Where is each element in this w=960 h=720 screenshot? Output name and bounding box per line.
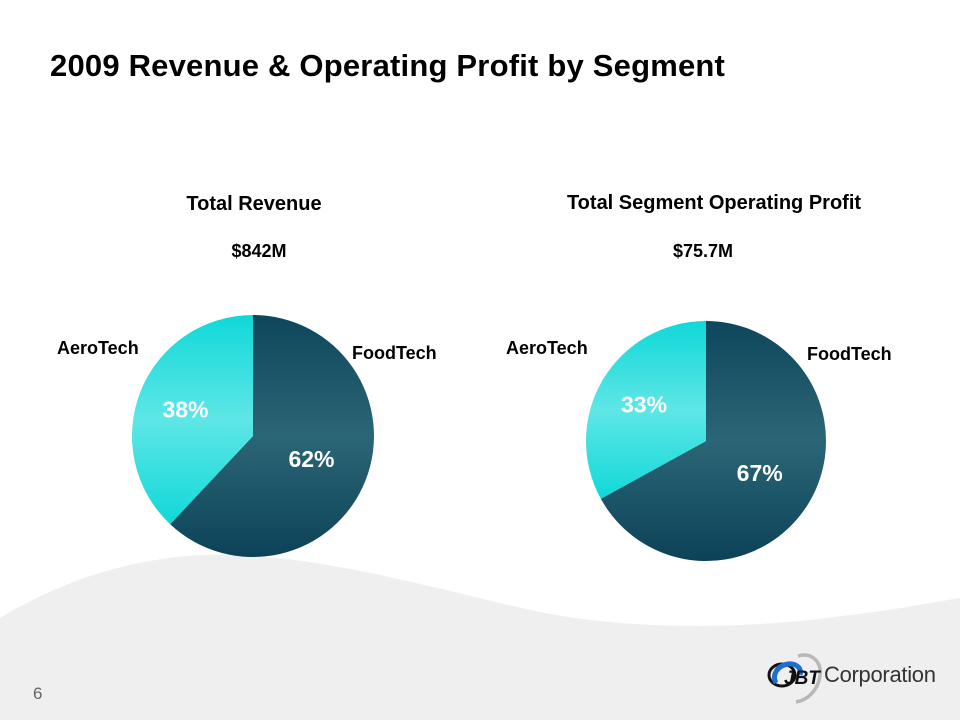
wave-shape <box>0 554 960 720</box>
profit-legend-aerotech: AeroTech <box>506 338 588 358</box>
company-logo: JBT Corporation <box>762 648 942 706</box>
profit-chart-title: Total Segment Operating Profit <box>566 192 862 214</box>
logo-mark: JBT <box>784 668 821 689</box>
revenue-slice-foodtech <box>170 315 374 557</box>
logo-text: Corporation <box>824 662 936 687</box>
revenue-chart-title: Total Revenue <box>186 193 322 215</box>
revenue-slice-aerotech <box>131 315 253 525</box>
revenue-chart-total: $842M <box>231 241 287 261</box>
profit-data-label-foodtech: 67% <box>737 460 783 486</box>
revenue-data-label-aerotech: 38% <box>162 396 208 422</box>
revenue-legend-aerotech: AeroTech <box>57 338 139 358</box>
page-number: 6 <box>33 684 43 703</box>
profit-slice-foodtech <box>600 321 826 561</box>
profit-slice-aerotech <box>586 321 706 499</box>
revenue-pie: 62% 38% <box>131 315 374 557</box>
profit-data-label-aerotech: 33% <box>621 391 667 417</box>
revenue-data-label-foodtech: 62% <box>288 446 334 472</box>
jbt-logo-icon: JBT <box>767 653 822 704</box>
profit-legend-foodtech: FoodTech <box>807 344 892 364</box>
profit-pie: 67% 33% <box>586 321 826 561</box>
revenue-legend-foodtech: FoodTech <box>352 343 437 363</box>
slide-title: 2009 Revenue & Operating Profit by Segme… <box>50 48 726 83</box>
profit-chart-total: $75.7M <box>672 241 734 261</box>
